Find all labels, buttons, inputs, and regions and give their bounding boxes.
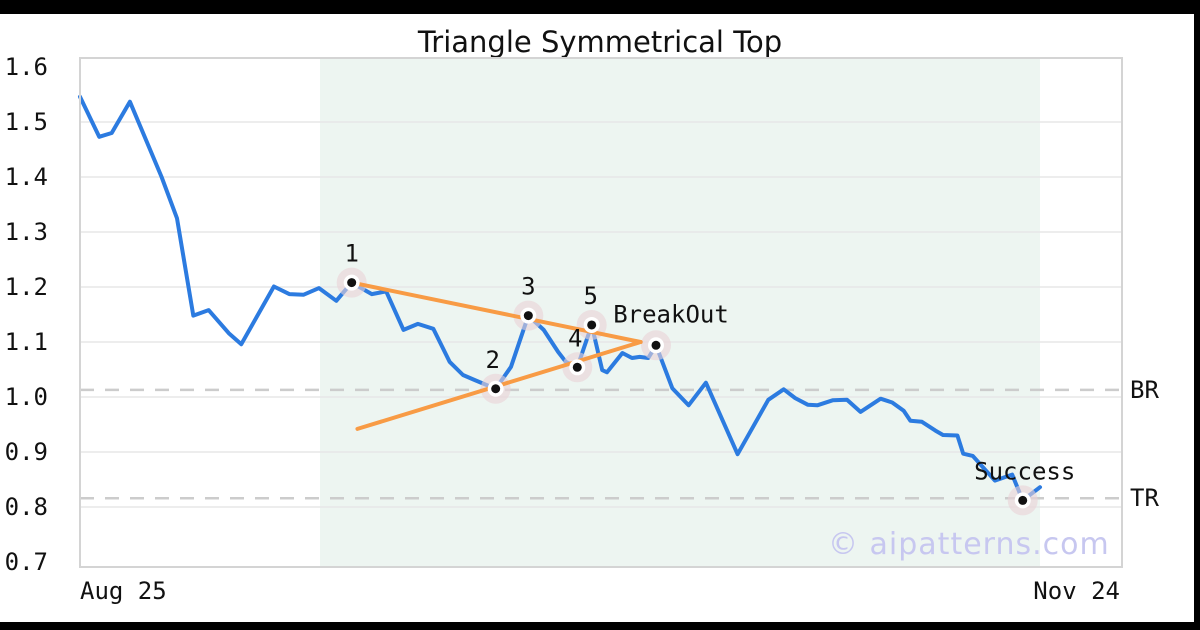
- y-tick-label-1.4: 1.4: [5, 163, 48, 191]
- pattern-label-success: Success: [974, 457, 1075, 485]
- y-tick-label-1.3: 1.3: [5, 218, 48, 246]
- x-tick-label-end: Nov 24: [1033, 577, 1120, 605]
- price-line: [78, 94, 1042, 503]
- pattern-label-1: 1: [344, 240, 358, 268]
- plot-border: [79, 57, 1123, 568]
- pattern-dot-3: [523, 311, 533, 321]
- pattern-dot-4: [572, 362, 582, 372]
- pattern-label-3: 3: [521, 273, 535, 301]
- x-tick-label-start: Aug 25: [80, 577, 167, 605]
- y-tick-label-0.8: 0.8: [5, 493, 48, 521]
- y-tick-label-0.9: 0.9: [5, 438, 48, 466]
- top-border-bar: [0, 0, 1200, 14]
- y-tick-label-0.7: 0.7: [5, 548, 48, 576]
- watermark: © aipatterns.com: [828, 527, 1110, 562]
- y-tick-label-1.0: 1.0: [5, 383, 48, 411]
- y-tick-label-1.1: 1.1: [5, 328, 48, 356]
- pattern-region-shade: [320, 59, 1040, 566]
- level-label-br: BR: [1130, 376, 1159, 404]
- pattern-dot-success: [1018, 495, 1028, 505]
- y-tick-label-1.5: 1.5: [5, 108, 48, 136]
- pattern-label-5: 5: [583, 282, 597, 310]
- right-border-bar: [1194, 0, 1200, 630]
- pattern-dot-1: [347, 278, 357, 288]
- pattern-label-4: 4: [568, 324, 582, 352]
- pattern-label-2: 2: [485, 346, 499, 374]
- y-tick-label-1.6: 1.6: [5, 53, 48, 81]
- level-label-tr: TR: [1130, 484, 1159, 512]
- bottom-border-bar: [0, 622, 1200, 630]
- pattern-dot-5: [587, 320, 597, 330]
- pattern-dot-2: [491, 384, 501, 394]
- pattern-dot-breakout: [651, 340, 661, 350]
- chart-title: Triangle Symmetrical Top: [417, 25, 783, 59]
- y-tick-label-1.2: 1.2: [5, 273, 48, 301]
- pattern-label-breakout: BreakOut: [613, 300, 729, 328]
